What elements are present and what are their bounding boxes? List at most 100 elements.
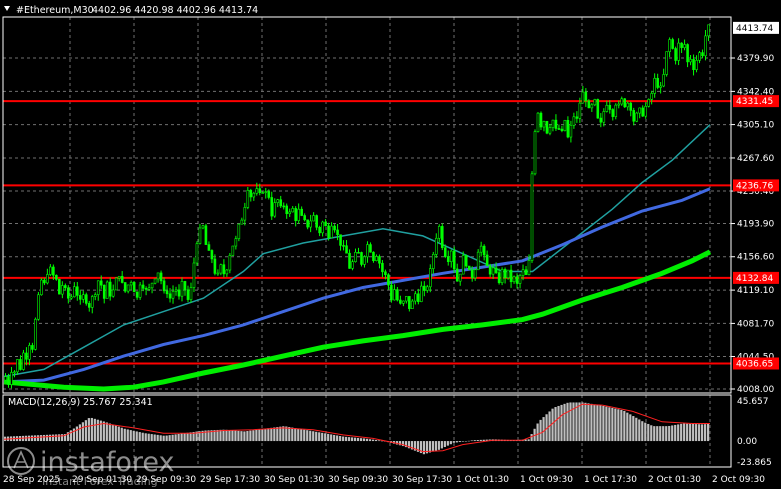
macd-histogram-bar (39, 435, 43, 442)
macd-histogram-bar (309, 430, 312, 442)
candle-body (198, 227, 202, 244)
macd-histogram-bar (198, 431, 201, 442)
macd-histogram-bar (590, 403, 593, 442)
macd-histogram-bar (581, 402, 584, 442)
ma-mid-line (3, 187, 711, 384)
candle-body (452, 250, 456, 270)
macd-histogram-bar (485, 439, 488, 442)
macd-histogram-bar (365, 438, 369, 442)
macd-histogram-bar (416, 441, 420, 452)
candle-body (58, 279, 61, 295)
macd-histogram-bar (216, 429, 219, 442)
macd-histogram-bar (150, 434, 153, 442)
candle-body (13, 371, 16, 374)
price-tick-label: 4267.60 (737, 154, 774, 164)
candle-body (512, 276, 516, 283)
candle-body (593, 99, 597, 106)
candle-body (225, 269, 229, 275)
candle-body (405, 296, 408, 302)
macd-histogram-bar (204, 430, 207, 442)
macd-histogram-bar (57, 434, 61, 442)
candle-body (192, 262, 196, 288)
candle-body (629, 102, 633, 111)
candle-body (61, 285, 64, 295)
macd-histogram-bar (395, 441, 399, 445)
macd-tick-label: 0.00 (737, 437, 757, 447)
candle-body (372, 251, 375, 262)
candle-body (701, 52, 704, 57)
candle-body (261, 192, 265, 194)
macd-histogram-bar (674, 424, 677, 442)
macd-histogram-bar (644, 422, 647, 442)
main-frame (2, 16, 732, 394)
candle-body (306, 219, 309, 228)
candle-body (524, 269, 528, 275)
candle-body (635, 112, 639, 122)
candle-body (243, 207, 247, 221)
candle-body (22, 352, 25, 370)
candle-body (360, 252, 363, 265)
macd-histogram-bar (312, 431, 315, 442)
candle-body (390, 284, 393, 301)
macd-histogram-bar (419, 441, 423, 454)
candle-body (686, 44, 689, 63)
level-label: 4132.84 (736, 274, 773, 284)
macd-histogram-bar (641, 421, 644, 442)
candle-body (611, 109, 615, 117)
macd-histogram-bar (680, 423, 683, 442)
candle-body (87, 303, 91, 308)
macd-histogram-bar (240, 431, 243, 442)
macd-label: MACD(12,26,9) 25.767 25.341 (8, 397, 153, 408)
macd-histogram-bar (626, 412, 629, 442)
macd-histogram-bar (96, 419, 99, 442)
macd-histogram-bar (285, 426, 288, 442)
candle-body (19, 359, 22, 370)
candle-body (402, 300, 405, 304)
candle-body (210, 250, 214, 260)
time-tick-label: 29 Sep 01:30 (72, 475, 132, 485)
candle-body (207, 244, 211, 251)
macd-histogram-bar (629, 414, 632, 442)
macd-histogram-bar (192, 431, 195, 442)
macd-histogram-bar (563, 403, 566, 442)
candle-body (596, 99, 600, 119)
macd-histogram-bar (575, 402, 578, 442)
candle-body (129, 282, 133, 286)
candle-body (105, 281, 109, 299)
macd-histogram-bar (318, 432, 321, 442)
macd-histogram-bar (165, 435, 168, 442)
macd-histogram-bar (698, 424, 701, 442)
candle-body (437, 226, 441, 239)
candle-body (144, 288, 148, 290)
macd-histogram-bar (482, 439, 485, 442)
macd-histogram-bar (324, 433, 327, 442)
candle-body (231, 245, 235, 256)
candle-body (704, 35, 707, 57)
macd-histogram-bar (252, 430, 255, 442)
candle-body (674, 48, 677, 61)
candle-body (43, 279, 46, 284)
candle-body (300, 208, 303, 216)
macd-histogram-bar (174, 434, 177, 442)
candle-body (318, 226, 321, 234)
macd-histogram-bar (560, 404, 563, 442)
candle-body (431, 254, 435, 269)
macd-histogram-bar (659, 426, 662, 442)
time-tick-label: 30 Sep 17:30 (392, 475, 452, 485)
instaforex-logo-mark (13, 450, 29, 469)
current-price-label: 4413.74 (736, 24, 773, 34)
candle-body (461, 255, 465, 275)
macd-signal-line (3, 403, 710, 453)
candle-body (587, 100, 591, 109)
macd-histogram-bar (123, 428, 126, 442)
macd-histogram-bar (476, 440, 479, 442)
candle-body (31, 345, 34, 350)
macd-histogram-bar (99, 420, 102, 442)
candle-body (252, 192, 256, 198)
collapse-triangle-icon[interactable] (4, 6, 10, 11)
candle-body (309, 220, 312, 228)
moving-averages (3, 124, 712, 392)
candle-body (180, 281, 184, 297)
candle-body (384, 271, 387, 276)
